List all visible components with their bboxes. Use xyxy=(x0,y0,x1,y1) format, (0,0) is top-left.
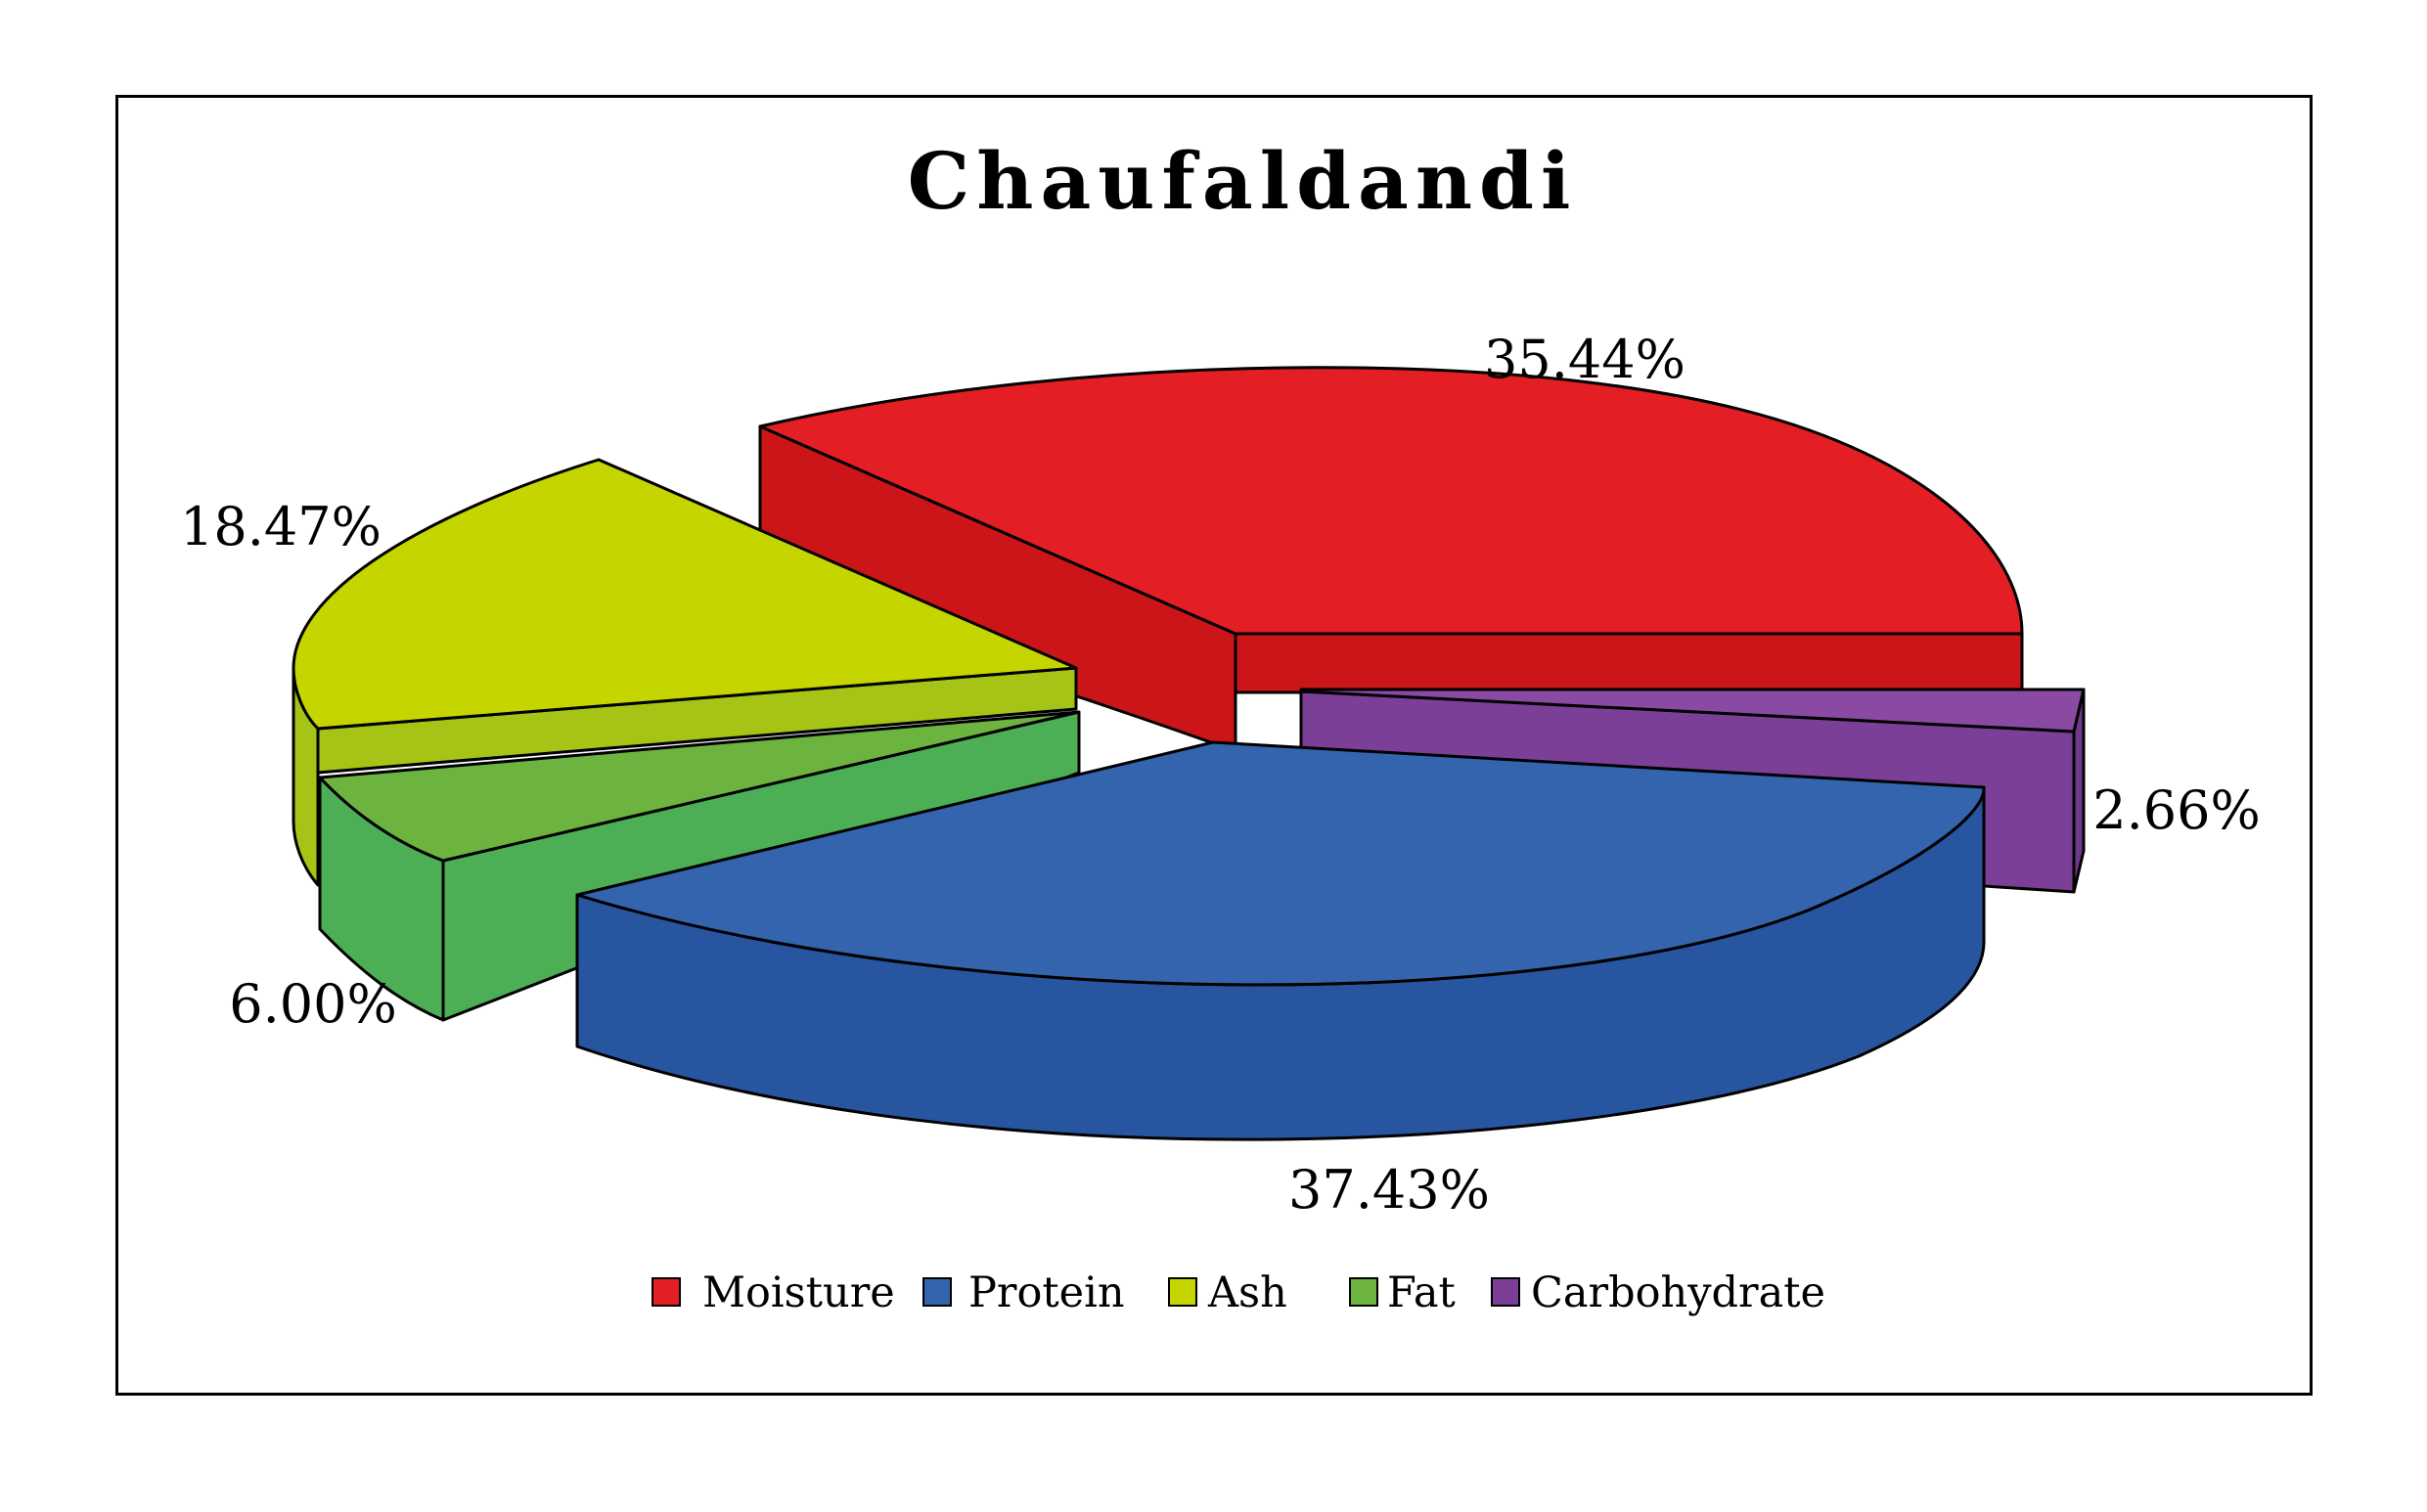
slice-protein-top xyxy=(575,740,1986,987)
data-label-carbohydrate: 2.66% xyxy=(2092,779,2261,841)
legend-swatch-ash xyxy=(1168,1277,1197,1307)
slice-moisture-wall xyxy=(1234,632,2024,694)
legend-item-carbohydrate: Carbohydrate xyxy=(1491,1268,1825,1317)
legend-item-fat: Fat xyxy=(1349,1268,1456,1317)
slice-protein xyxy=(575,740,1986,1141)
chart-title: Chaufaldandi xyxy=(908,135,1578,227)
legend-label-carbohydrate: Carbohydrate xyxy=(1531,1268,1825,1317)
slice-moisture-top xyxy=(758,366,2024,636)
legend-swatch-carbohydrate xyxy=(1491,1277,1520,1307)
slice-fat-top xyxy=(318,710,1081,863)
legend-item-ash: Ash xyxy=(1168,1268,1287,1317)
legend-label-fat: Fat xyxy=(1387,1268,1456,1317)
data-labels: 35.44% 37.43% 18.47% 6.00% 2.66% xyxy=(180,329,2261,1221)
pie-slices xyxy=(292,366,2086,1141)
legend-label-moisture: Moisture xyxy=(702,1268,895,1317)
slice-carbohydrate-top xyxy=(1299,688,2086,734)
data-label-ash: 18.47% xyxy=(180,496,382,557)
data-label-moisture: 35.44% xyxy=(1484,329,1685,390)
slice-moisture xyxy=(758,366,2024,753)
slice-ash xyxy=(292,458,1078,887)
data-label-fat: 6.00% xyxy=(229,973,397,1035)
legend-swatch-fat xyxy=(1349,1277,1378,1307)
legend-label-protein: Protein xyxy=(968,1268,1125,1317)
legend-swatch-protein xyxy=(922,1277,952,1307)
legend-item-protein: Protein xyxy=(922,1268,1125,1317)
legend-label-ash: Ash xyxy=(1207,1268,1287,1317)
data-label-protein: 37.43% xyxy=(1288,1159,1490,1221)
legend-item-moisture: Moisture xyxy=(652,1268,895,1317)
legend: Moisture Protein Ash Fat Carbohydrate xyxy=(652,1268,1825,1317)
slice-ash-top xyxy=(292,458,1078,731)
legend-swatch-moisture xyxy=(652,1277,681,1307)
